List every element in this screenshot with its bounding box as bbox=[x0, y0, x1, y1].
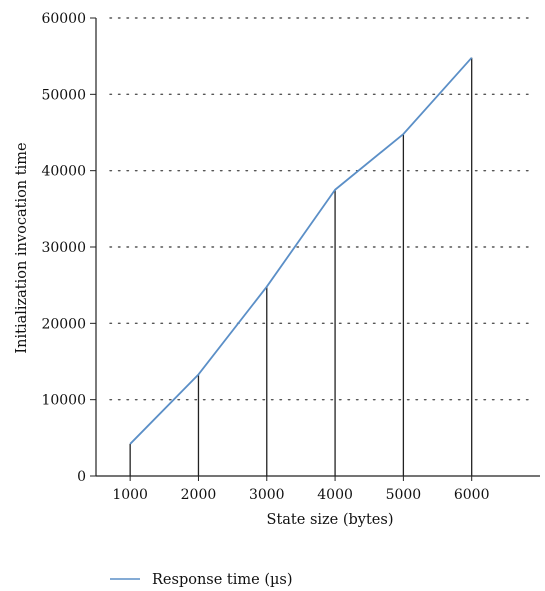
legend: Response time (µs) bbox=[110, 572, 293, 588]
y-tick-label-0: 0 bbox=[77, 469, 86, 485]
y-tick-label-20000: 20000 bbox=[41, 316, 86, 332]
axes bbox=[90, 17, 540, 481]
x-tick-label-5000: 5000 bbox=[386, 487, 422, 503]
y-tick-label-60000: 60000 bbox=[41, 11, 86, 27]
y-tick-label-10000: 10000 bbox=[41, 393, 86, 409]
y-tick-label-40000: 40000 bbox=[41, 164, 86, 180]
x-tick-labels: 1000 2000 3000 4000 5000 6000 bbox=[112, 487, 489, 503]
x-tick-label-1000: 1000 bbox=[112, 487, 148, 503]
legend-label: Response time (µs) bbox=[152, 572, 293, 588]
y-tick-labels: 0 10000 20000 30000 40000 50000 60000 bbox=[41, 11, 86, 485]
x-tick-label-2000: 2000 bbox=[181, 487, 217, 503]
x-axis-title: State size (bytes) bbox=[267, 512, 394, 528]
x-tick-label-4000: 4000 bbox=[317, 487, 353, 503]
x-tick-label-6000: 6000 bbox=[454, 487, 490, 503]
series-line-0 bbox=[129, 57, 473, 445]
x-tick-label-3000: 3000 bbox=[249, 487, 285, 503]
grid-lines bbox=[109, 17, 531, 401]
y-tick-label-30000: 30000 bbox=[41, 240, 86, 256]
series bbox=[129, 57, 473, 445]
drop-lines bbox=[129, 57, 473, 476]
y-axis-title: Initialization invocation time bbox=[14, 142, 30, 353]
y-tick-label-50000: 50000 bbox=[41, 87, 86, 103]
